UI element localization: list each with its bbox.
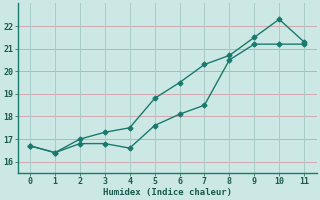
- X-axis label: Humidex (Indice chaleur): Humidex (Indice chaleur): [103, 188, 232, 197]
